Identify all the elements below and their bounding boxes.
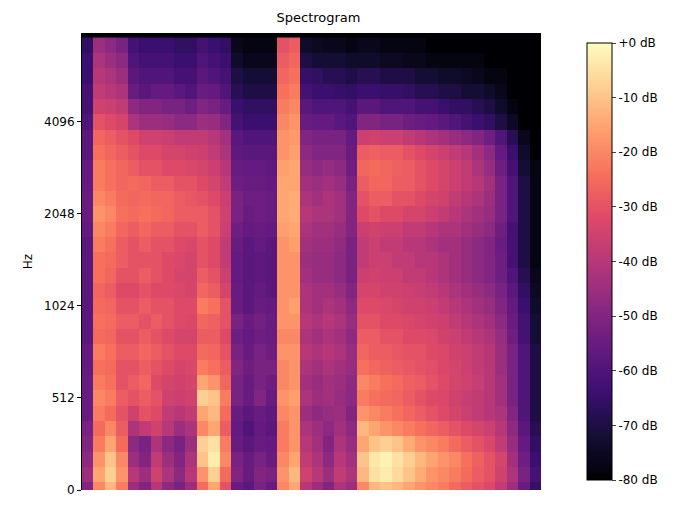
svg-text:-30 dB: -30 dB <box>618 200 657 214</box>
svg-text:2048: 2048 <box>44 207 75 221</box>
svg-text:-10 dB: -10 dB <box>618 91 657 105</box>
svg-text:-60 dB: -60 dB <box>618 364 657 378</box>
svg-text:-70 dB: -70 dB <box>618 419 657 433</box>
svg-text:1024: 1024 <box>44 299 75 313</box>
svg-text:+0 dB: +0 dB <box>618 36 655 50</box>
svg-text:Hz: Hz <box>21 254 35 269</box>
svg-text:-50 dB: -50 dB <box>618 309 657 323</box>
svg-text:-20 dB: -20 dB <box>618 145 657 159</box>
svg-text:4096: 4096 <box>44 115 75 129</box>
svg-text:-40 dB: -40 dB <box>618 255 657 269</box>
svg-text:512: 512 <box>52 391 75 405</box>
svg-text:-80 dB: -80 dB <box>618 473 657 487</box>
svg-text:0: 0 <box>67 483 75 497</box>
svg-text:Spectrogram: Spectrogram <box>277 10 361 25</box>
